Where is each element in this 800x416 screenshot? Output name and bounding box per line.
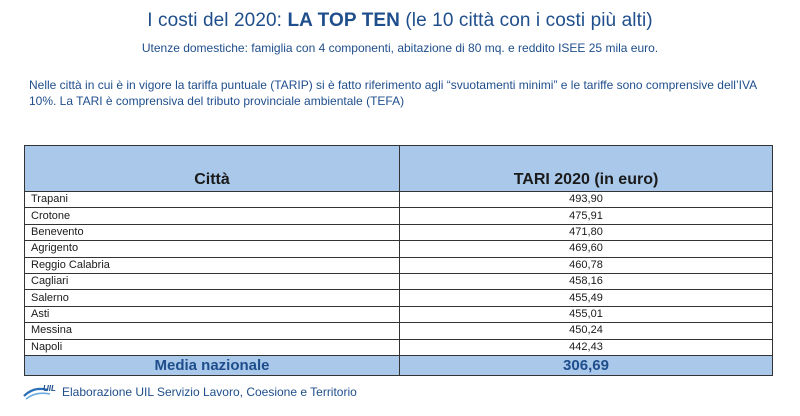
city-cell: Salerno xyxy=(24,289,400,307)
column-header-tari: TARI 2020 (in euro) xyxy=(399,145,773,192)
page-subtitle: Utenze domestiche: famiglia con 4 compon… xyxy=(141,41,659,55)
uil-logo-graphic: UIL xyxy=(23,384,56,400)
tari-cell: 475,91 xyxy=(399,207,773,225)
tari-cell: 458,16 xyxy=(399,272,773,291)
table-row: Cagliari 458,16 xyxy=(24,272,773,291)
footer: UIL Elaborazione UIL Servizio Lavoro, Co… xyxy=(22,382,357,402)
tari-cell: 455,01 xyxy=(399,305,773,324)
table-row: Salerno 455,49 xyxy=(24,289,773,307)
city-cell: Napoli xyxy=(24,338,400,356)
table-row: Agrigento 469,60 xyxy=(24,240,773,258)
table-row: Trapani 493,90 xyxy=(24,190,773,209)
city-cell: Asti xyxy=(24,305,400,324)
tari-cell: 455,49 xyxy=(399,289,773,307)
city-cell: Cagliari xyxy=(24,272,400,291)
average-value: 306,69 xyxy=(399,354,773,376)
city-cell: Reggio Calabria xyxy=(24,256,400,274)
title-prefix: I costi del 2020: xyxy=(147,10,288,31)
title-suffix: (le 10 città con i costi più alti) xyxy=(400,10,653,31)
tari-table: Città TARI 2020 (in euro) Trapani 493,90 … xyxy=(24,145,773,376)
table-row: Messina 450,24 xyxy=(24,322,773,340)
table-row: Asti 455,01 xyxy=(24,305,773,324)
tari-cell: 450,24 xyxy=(399,322,773,340)
city-cell: Benevento xyxy=(24,223,400,242)
methodology-note: Nelle città in cui è in vigore la tariff… xyxy=(29,78,757,108)
footer-credit: Elaborazione UIL Servizio Lavoro, Coesio… xyxy=(62,385,357,399)
uil-logo: UIL xyxy=(22,382,60,402)
tari-cell: 469,60 xyxy=(399,240,773,258)
table-row: Reggio Calabria 460,78 xyxy=(24,256,773,274)
tari-cell: 471,80 xyxy=(399,223,773,242)
column-header-city: Città xyxy=(24,145,400,192)
city-cell: Crotone xyxy=(24,207,400,225)
title-strong: LA TOP TEN xyxy=(287,10,400,31)
logo-text: UIL xyxy=(43,384,56,393)
average-row: Media nazionale 306,69 xyxy=(24,354,773,376)
table-header-row: Città TARI 2020 (in euro) xyxy=(24,145,773,192)
average-label: Media nazionale xyxy=(24,354,400,376)
table-row: Crotone 475,91 xyxy=(24,207,773,225)
city-cell: Agrigento xyxy=(24,240,400,258)
page-title: I costi del 2020: LA TOP TEN (le 10 citt… xyxy=(0,10,800,32)
table-row: Benevento 471,80 xyxy=(24,223,773,242)
tari-cell: 442,43 xyxy=(399,338,773,356)
tari-cell: 460,78 xyxy=(399,256,773,274)
city-cell: Messina xyxy=(24,322,400,340)
city-cell: Trapani xyxy=(24,190,400,209)
tari-cell: 493,90 xyxy=(399,190,773,209)
table-row: Napoli 442,43 xyxy=(24,338,773,356)
